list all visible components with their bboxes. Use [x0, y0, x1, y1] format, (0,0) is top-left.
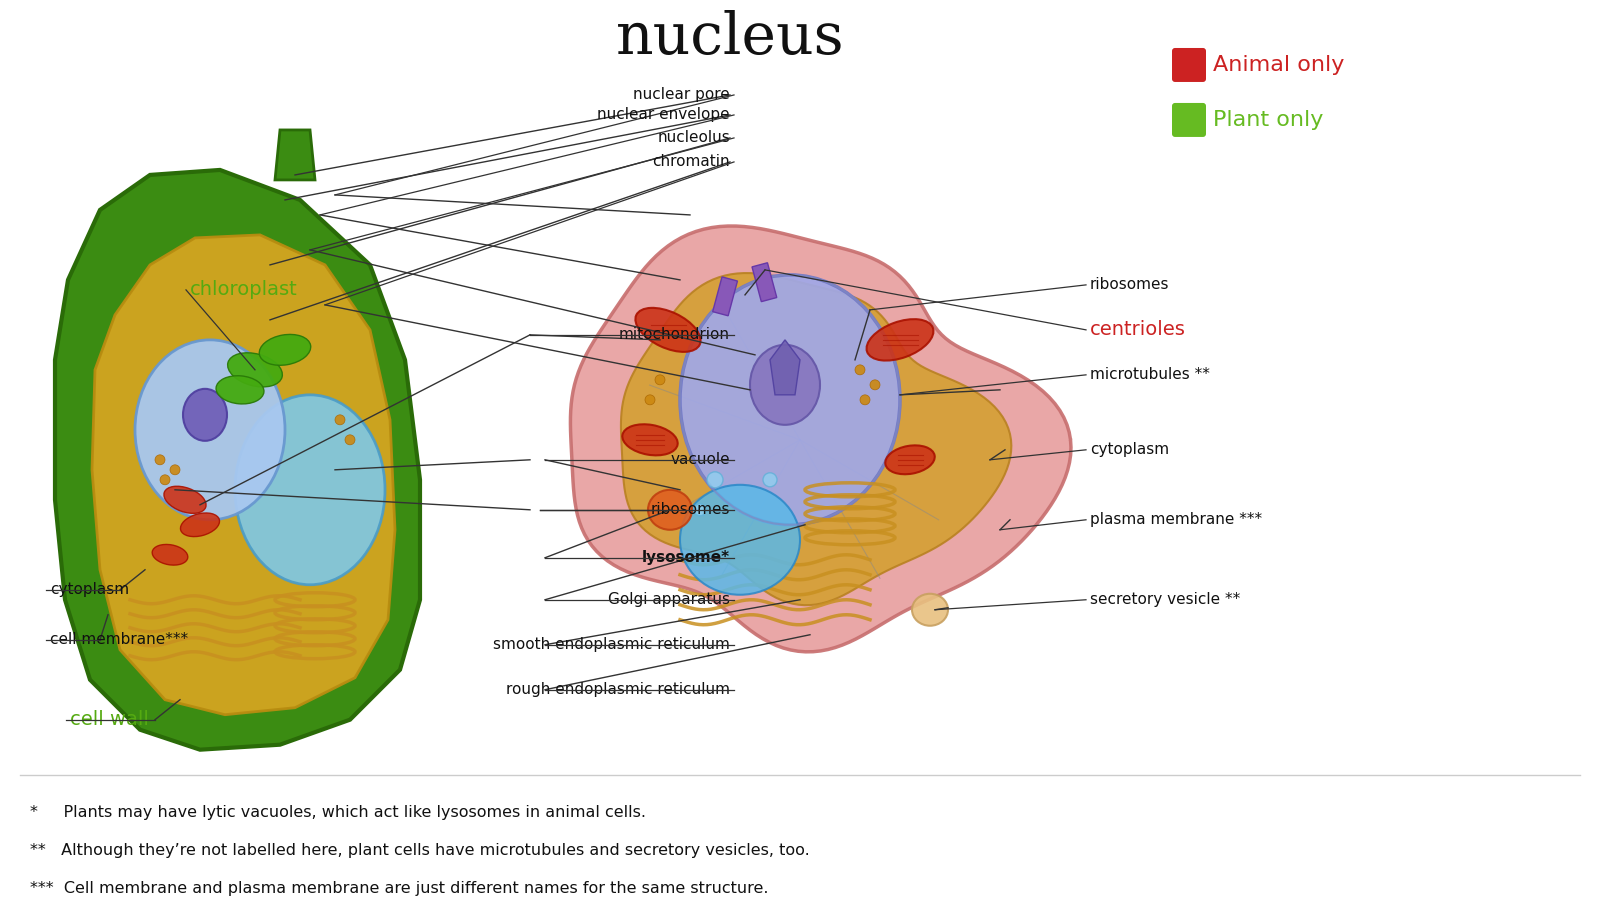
- Text: cell membrane***: cell membrane***: [50, 632, 189, 647]
- Text: nuclear envelope: nuclear envelope: [597, 107, 730, 122]
- Ellipse shape: [134, 340, 285, 520]
- Text: **   Although they’re not labelled here, plant cells have microtubules and secre: ** Although they’re not labelled here, p…: [30, 842, 810, 858]
- Ellipse shape: [235, 395, 386, 585]
- Polygon shape: [275, 130, 315, 180]
- Text: lysosome*: lysosome*: [642, 550, 730, 565]
- Polygon shape: [571, 226, 1070, 652]
- Text: plasma membrane ***: plasma membrane ***: [1090, 512, 1262, 527]
- FancyBboxPatch shape: [1171, 103, 1206, 137]
- Ellipse shape: [155, 454, 165, 464]
- Ellipse shape: [648, 490, 691, 530]
- Text: nucleolus: nucleolus: [658, 130, 730, 146]
- Text: cytoplasm: cytoplasm: [1090, 442, 1170, 457]
- Ellipse shape: [163, 486, 206, 513]
- Ellipse shape: [216, 375, 264, 404]
- Polygon shape: [93, 235, 395, 715]
- Text: nucleus: nucleus: [616, 10, 845, 66]
- Ellipse shape: [654, 374, 666, 385]
- Ellipse shape: [870, 380, 880, 390]
- Polygon shape: [621, 273, 1011, 605]
- Text: Plant only: Plant only: [1213, 110, 1323, 130]
- Text: chromatin: chromatin: [653, 155, 730, 169]
- Ellipse shape: [867, 320, 933, 361]
- Text: nuclear pore: nuclear pore: [634, 87, 730, 103]
- Text: Golgi apparatus: Golgi apparatus: [608, 592, 730, 608]
- FancyBboxPatch shape: [1171, 48, 1206, 82]
- Text: Animal only: Animal only: [1213, 55, 1344, 75]
- Text: ***  Cell membrane and plasma membrane are just different names for the same str: *** Cell membrane and plasma membrane ar…: [30, 880, 768, 896]
- Bar: [712, 277, 738, 316]
- Ellipse shape: [750, 345, 819, 425]
- Ellipse shape: [346, 435, 355, 445]
- Ellipse shape: [182, 389, 227, 441]
- Text: microtubules **: microtubules **: [1090, 367, 1210, 382]
- Ellipse shape: [885, 446, 934, 474]
- Ellipse shape: [635, 308, 701, 352]
- Ellipse shape: [334, 415, 346, 425]
- Ellipse shape: [645, 395, 654, 405]
- Ellipse shape: [152, 544, 187, 565]
- Ellipse shape: [259, 335, 310, 365]
- Text: rough endoplasmic reticulum: rough endoplasmic reticulum: [506, 682, 730, 698]
- Text: mitochondrion: mitochondrion: [619, 328, 730, 342]
- Text: vacuole: vacuole: [670, 453, 730, 467]
- Ellipse shape: [912, 594, 947, 625]
- Text: ribosomes: ribosomes: [1090, 277, 1170, 292]
- Polygon shape: [770, 340, 800, 395]
- Ellipse shape: [622, 424, 678, 455]
- Polygon shape: [54, 170, 419, 750]
- Text: smooth endoplasmic reticulum: smooth endoplasmic reticulum: [493, 637, 730, 652]
- Bar: [752, 263, 776, 302]
- Text: secretory vesicle **: secretory vesicle **: [1090, 592, 1240, 608]
- Ellipse shape: [854, 364, 866, 374]
- Text: cell wall: cell wall: [70, 710, 149, 729]
- Ellipse shape: [861, 395, 870, 405]
- Text: chloroplast: chloroplast: [190, 281, 298, 300]
- Ellipse shape: [694, 504, 706, 516]
- Ellipse shape: [227, 353, 282, 387]
- Ellipse shape: [763, 472, 778, 487]
- Ellipse shape: [680, 274, 899, 525]
- Ellipse shape: [170, 464, 179, 475]
- Ellipse shape: [181, 513, 219, 536]
- Text: ribosomes: ribosomes: [651, 502, 730, 518]
- Text: centrioles: centrioles: [1090, 320, 1186, 339]
- Text: cytoplasm: cytoplasm: [50, 582, 130, 598]
- Text: *     Plants may have lytic vacuoles, which act like lysosomes in animal cells.: * Plants may have lytic vacuoles, which …: [30, 805, 646, 820]
- Ellipse shape: [160, 475, 170, 485]
- Ellipse shape: [707, 472, 723, 488]
- Ellipse shape: [680, 485, 800, 595]
